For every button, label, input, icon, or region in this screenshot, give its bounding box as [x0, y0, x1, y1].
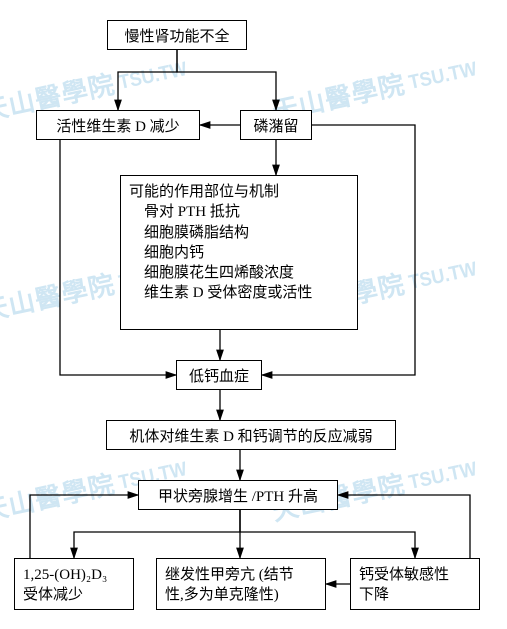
node-vitd: 活性维生素 D 减少 — [36, 110, 200, 140]
watermark-en: TSU.TW — [407, 457, 479, 494]
node-resp: 机体对维生素 D 和钙调节的反应减弱 — [106, 420, 396, 450]
mech-line: 骨对 PTH 抵抗 — [129, 202, 349, 222]
watermark-cn: 天山醫學院 — [0, 469, 118, 526]
node-casens: 钙受体敏感性 下降 — [350, 558, 480, 610]
watermark-en: TSU.TW — [117, 57, 189, 94]
node-line: 受体减少 — [23, 585, 125, 605]
watermark-en: TSU.TW — [407, 257, 479, 294]
watermark-en: TSU.TW — [407, 57, 479, 94]
node-label: 甲状旁腺增生 /PTH 升高 — [158, 489, 318, 505]
node-label: 慢性肾功能不全 — [124, 29, 229, 45]
mech-line: 细胞膜磷脂结构 — [129, 223, 349, 243]
node-label: 活性维生素 D 减少 — [56, 119, 179, 135]
node-shpt: 继发性甲旁亢 (结节 性,多为单克隆性) — [156, 558, 326, 610]
node-label: 磷潴留 — [253, 119, 298, 135]
node-root: 慢性肾功能不全 — [107, 20, 247, 50]
watermark-cn: 天山醫學院 — [0, 269, 118, 326]
node-line: 继发性甲旁亢 (结节 — [165, 565, 317, 585]
node-mechanism: 可能的作用部位与机制 骨对 PTH 抵抗 细胞膜磷脂结构 细胞内钙 细胞膜花生四… — [120, 175, 358, 330]
node-lowca: 低钙血症 — [176, 360, 262, 390]
node-label: 机体对维生素 D 和钙调节的反应减弱 — [129, 429, 372, 445]
mech-line: 细胞膜花生四烯酸浓度 — [129, 263, 349, 283]
node-pth: 甲状旁腺增生 /PTH 升高 — [138, 480, 338, 510]
node-line: 性,多为单克隆性) — [165, 585, 317, 605]
node-line: 1,25-(OH)₂D₃ — [23, 565, 125, 585]
node-phos: 磷潴留 — [240, 110, 312, 140]
node-recd: 1,25-(OH)₂D₃ 受体减少 — [14, 558, 134, 610]
mech-line: 细胞内钙 — [129, 243, 349, 263]
mech-line: 维生素 D 受体密度或活性 — [129, 283, 349, 303]
mech-line: 可能的作用部位与机制 — [129, 182, 349, 202]
node-line: 钙受体敏感性 — [359, 565, 471, 585]
node-line: 下降 — [359, 585, 471, 605]
node-label: 低钙血症 — [189, 369, 249, 385]
